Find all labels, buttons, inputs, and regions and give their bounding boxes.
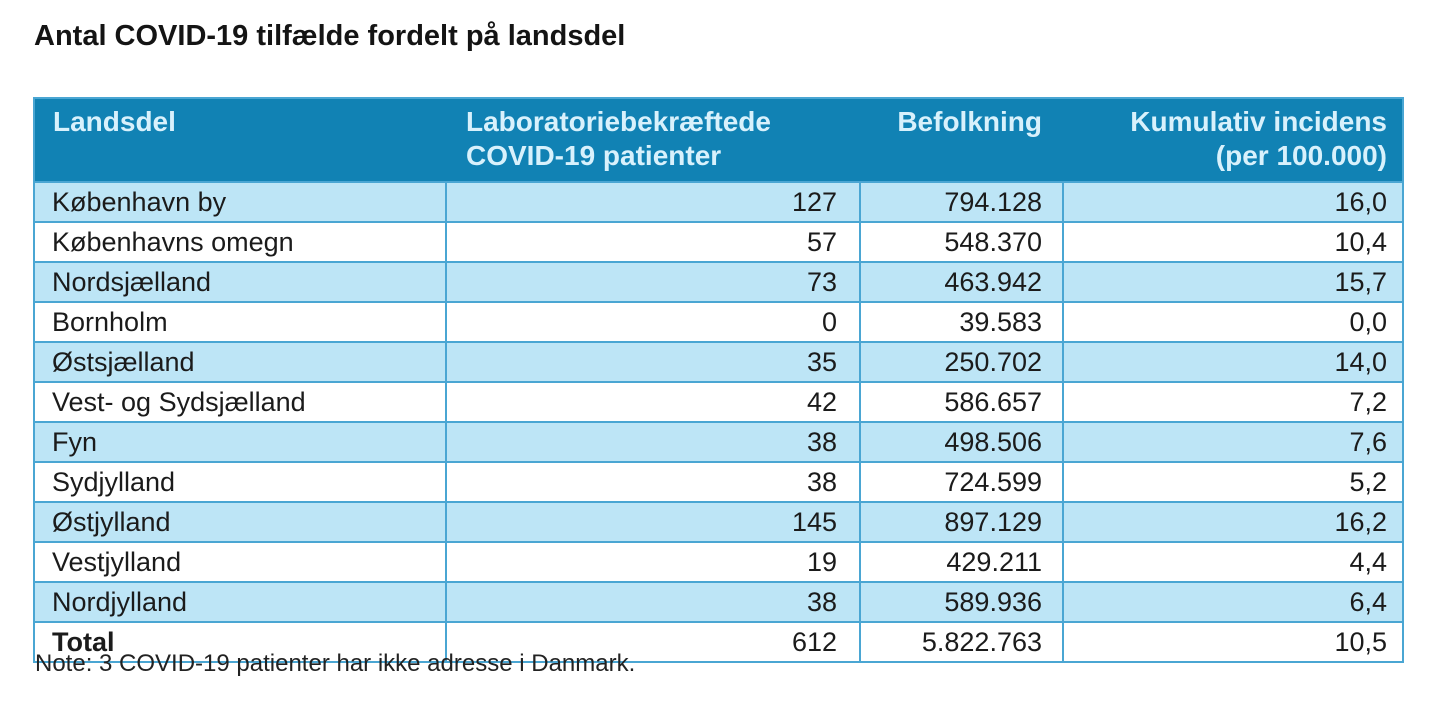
table-total-row: Total 612 5.822.763 10,5 <box>35 621 1402 661</box>
table-row: Nordjylland 38 589.936 6,4 <box>35 581 1402 621</box>
table-row: Østsjælland 35 250.702 14,0 <box>35 341 1402 381</box>
cell-incidence: 7,2 <box>1062 381 1402 421</box>
cell-population: 39.583 <box>859 301 1062 341</box>
cell-patients: 19 <box>445 541 859 581</box>
cell-population: 250.702 <box>859 341 1062 381</box>
cell-incidence: 10,5 <box>1062 621 1402 661</box>
cell-landsdel: Nordsjælland <box>35 261 445 301</box>
cell-patients: 57 <box>445 221 859 261</box>
footnote: Note: 3 COVID-19 patienter har ikke adre… <box>35 650 636 677</box>
cell-population: 586.657 <box>859 381 1062 421</box>
cell-incidence: 10,4 <box>1062 221 1402 261</box>
cell-patients: 38 <box>445 461 859 501</box>
cell-incidence: 16,0 <box>1062 181 1402 221</box>
cell-population: 897.129 <box>859 501 1062 541</box>
cell-population: 429.211 <box>859 541 1062 581</box>
cell-landsdel: Nordjylland <box>35 581 445 621</box>
page-title: Antal COVID-19 tilfælde fordelt på lands… <box>34 20 626 52</box>
cell-patients: 145 <box>445 501 859 541</box>
cell-patients: 35 <box>445 341 859 381</box>
cell-patients: 127 <box>445 181 859 221</box>
covid-region-table: Landsdel Laboratoriebekræftede COVID-19 … <box>33 97 1404 663</box>
cell-incidence: 15,7 <box>1062 261 1402 301</box>
cell-patients: 38 <box>445 581 859 621</box>
cell-landsdel: Københavns omegn <box>35 221 445 261</box>
cell-landsdel: Østsjælland <box>35 341 445 381</box>
table-row: København by 127 794.128 16,0 <box>35 181 1402 221</box>
cell-population: 5.822.763 <box>859 621 1062 661</box>
cell-population: 548.370 <box>859 221 1062 261</box>
cell-patients: 38 <box>445 421 859 461</box>
cell-population: 463.942 <box>859 261 1062 301</box>
cell-population: 589.936 <box>859 581 1062 621</box>
cell-incidence: 16,2 <box>1062 501 1402 541</box>
cell-incidence: 5,2 <box>1062 461 1402 501</box>
cell-population: 724.599 <box>859 461 1062 501</box>
cell-incidence: 0,0 <box>1062 301 1402 341</box>
table-row: Vestjylland 19 429.211 4,4 <box>35 541 1402 581</box>
cell-incidence: 14,0 <box>1062 341 1402 381</box>
col-header-landsdel: Landsdel <box>35 99 445 181</box>
cell-incidence: 6,4 <box>1062 581 1402 621</box>
cell-population: 498.506 <box>859 421 1062 461</box>
cell-landsdel: Vestjylland <box>35 541 445 581</box>
cell-patients: 42 <box>445 381 859 421</box>
table-row: Nordsjælland 73 463.942 15,7 <box>35 261 1402 301</box>
table-body: København by 127 794.128 16,0 Københavns ome… <box>35 181 1402 661</box>
cell-population: 794.128 <box>859 181 1062 221</box>
cell-incidence: 4,4 <box>1062 541 1402 581</box>
table-row: Fyn 38 498.506 7,6 <box>35 421 1402 461</box>
table-row: Sydjylland 38 724.599 5,2 <box>35 461 1402 501</box>
col-header-incidens: Kumulativ incidens (per 100.000) <box>1062 99 1402 181</box>
cell-patients: 0 <box>445 301 859 341</box>
cell-landsdel: København by <box>35 181 445 221</box>
col-header-befolkning: Befolkning <box>859 99 1062 181</box>
cell-patients: 612 <box>445 621 859 661</box>
col-header-patients: Laboratoriebekræftede COVID-19 patienter <box>445 99 859 181</box>
cell-landsdel: Østjylland <box>35 501 445 541</box>
cell-landsdel: Vest- og Sydsjælland <box>35 381 445 421</box>
cell-landsdel: Fyn <box>35 421 445 461</box>
table-header-row: Landsdel Laboratoriebekræftede COVID-19 … <box>35 99 1402 181</box>
table-row: Bornholm 0 39.583 0,0 <box>35 301 1402 341</box>
cell-landsdel: Bornholm <box>35 301 445 341</box>
cell-landsdel: Sydjylland <box>35 461 445 501</box>
cell-landsdel: Total <box>35 621 445 661</box>
table-row: Københavns omegn 57 548.370 10,4 <box>35 221 1402 261</box>
cell-incidence: 7,6 <box>1062 421 1402 461</box>
table-row: Østjylland 145 897.129 16,2 <box>35 501 1402 541</box>
cell-patients: 73 <box>445 261 859 301</box>
table-row: Vest- og Sydsjælland 42 586.657 7,2 <box>35 381 1402 421</box>
